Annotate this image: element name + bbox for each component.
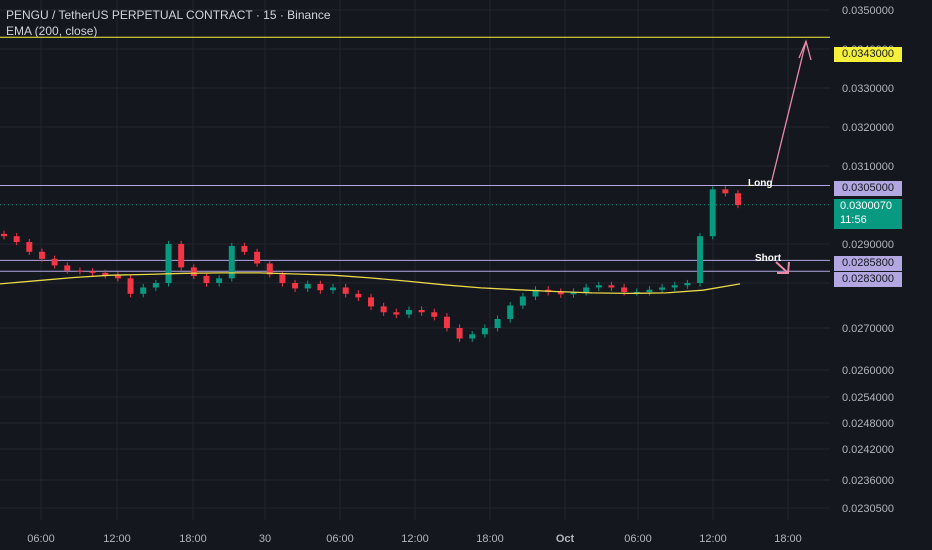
time-tick-label: 18:00 xyxy=(476,533,504,545)
candle-body xyxy=(405,310,412,315)
candle-body xyxy=(494,319,501,328)
chart-title: PENGU / TetherUS PERPETUAL CONTRACT · 15… xyxy=(6,8,331,22)
candle-body xyxy=(38,251,45,259)
candle-body xyxy=(304,283,311,289)
candle-body xyxy=(646,289,653,292)
level-tag-0283: 0.0283000 xyxy=(834,272,902,287)
candle-body xyxy=(228,245,235,279)
countdown-timer: 11:56 xyxy=(840,214,867,226)
candle-body xyxy=(443,316,450,328)
time-tick-label: 18:00 xyxy=(179,533,207,545)
time-tick-label: 12:00 xyxy=(699,533,727,545)
candle-body xyxy=(64,265,71,271)
price-tick-label: 0.0248000 xyxy=(842,418,894,430)
candle-body xyxy=(532,289,539,297)
time-tick-label: 30 xyxy=(259,533,271,545)
time-tick-label: 12:00 xyxy=(401,533,429,545)
candle-body xyxy=(1,233,7,237)
candle-body xyxy=(89,271,96,273)
candle-body xyxy=(292,283,299,289)
candle-body xyxy=(583,287,590,292)
candle-body xyxy=(469,334,476,339)
candle-body xyxy=(330,287,337,291)
price-tick-label: 0.0254000 xyxy=(842,392,894,404)
candle-body xyxy=(519,296,526,306)
candle-body xyxy=(342,287,349,294)
time-tick-label: 06:00 xyxy=(27,533,55,545)
time-tick-label: 06:00 xyxy=(624,533,652,545)
candle-body xyxy=(102,272,109,276)
candle-body xyxy=(633,292,640,293)
candle-body xyxy=(114,275,121,279)
candle-body xyxy=(178,244,185,268)
price-tick-label: 0.0290000 xyxy=(842,239,894,251)
candle-body xyxy=(165,244,172,283)
price-tick-label: 0.0350000 xyxy=(842,5,894,17)
candle-body xyxy=(595,285,602,288)
candle-body xyxy=(26,242,33,252)
time-tick-label: 06:00 xyxy=(326,533,354,545)
candle-body xyxy=(216,278,223,283)
candle-body xyxy=(659,287,666,290)
level-tag-0305: 0.0305000 xyxy=(834,181,902,196)
candle-body xyxy=(557,292,564,295)
candle-body xyxy=(152,283,159,288)
candle-body xyxy=(456,328,463,339)
candle-body xyxy=(431,312,438,317)
price-tick-label: 0.0260000 xyxy=(842,365,894,377)
candle-body xyxy=(380,306,387,313)
candle-body xyxy=(393,312,400,315)
candle-body xyxy=(418,310,425,313)
price-tick-label: 0.0310000 xyxy=(842,161,894,173)
level-tag-02858: 0.0285800 xyxy=(834,256,902,271)
short-arrow xyxy=(775,261,789,274)
candle-body xyxy=(621,287,628,292)
price-tick-label: 0.0236000 xyxy=(842,475,894,487)
candle-body xyxy=(241,245,248,252)
candle-body xyxy=(266,263,273,275)
candle-body xyxy=(709,189,716,237)
candle-body xyxy=(279,274,286,283)
candle-body xyxy=(684,283,691,286)
candle-body xyxy=(735,193,741,205)
time-tick-label: 18:00 xyxy=(774,533,802,545)
long-arrow xyxy=(770,41,807,185)
candle-body xyxy=(570,292,577,295)
candle-body xyxy=(76,270,83,272)
candle-body xyxy=(671,285,678,288)
indicator-label: EMA (200, close) xyxy=(6,24,98,38)
price-tick-label: 0.0330000 xyxy=(842,83,894,95)
price-tick-label: 0.0320000 xyxy=(842,122,894,134)
level-tag-0343: 0.0343000 xyxy=(834,47,902,62)
candle-body xyxy=(722,189,729,194)
short-label: Short xyxy=(755,253,782,264)
candle-body xyxy=(355,293,362,298)
candle-body xyxy=(368,297,374,307)
candle-body xyxy=(608,285,615,288)
price-tick-label: 0.0242000 xyxy=(842,444,894,456)
current-price-value: 0.0300070 xyxy=(840,200,892,212)
candle-body xyxy=(507,305,514,319)
candle-body xyxy=(317,283,324,291)
candle-body xyxy=(481,328,488,335)
time-tick-label: Oct xyxy=(556,533,575,545)
long-label: Long xyxy=(748,178,773,189)
current-price-tag: 0.0300070 11:56 xyxy=(834,199,902,229)
ema-line xyxy=(0,272,741,295)
candle-body xyxy=(127,278,134,294)
candle-body xyxy=(697,236,704,283)
long-arrow-head xyxy=(798,39,812,61)
candle-body xyxy=(203,275,210,283)
price-tick-label: 0.0230500 xyxy=(842,503,894,515)
price-tick-label: 0.0270000 xyxy=(842,323,894,335)
candle-body xyxy=(190,267,197,276)
candle-body xyxy=(254,251,261,264)
candle-body xyxy=(51,258,58,266)
candle-body xyxy=(140,287,147,294)
short-arrow-head xyxy=(777,261,790,274)
candle-body xyxy=(13,236,20,243)
time-tick-label: 12:00 xyxy=(103,533,131,545)
